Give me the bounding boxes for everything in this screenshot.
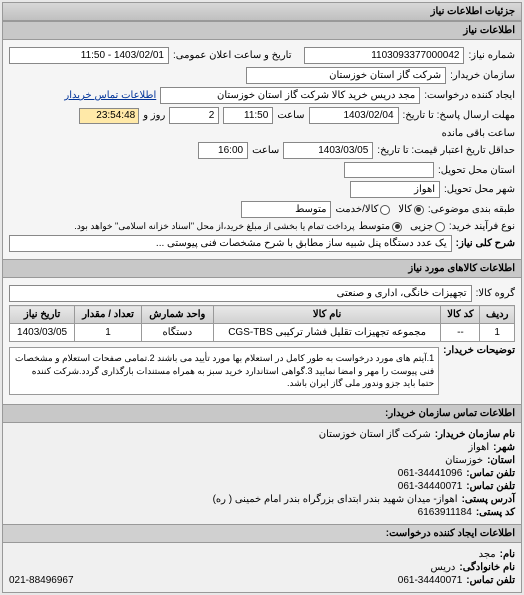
remain-days-label: روز و xyxy=(143,110,165,121)
fax-label: تلفن تماس: xyxy=(466,481,515,492)
subject-label: شرح کلی نیاز: xyxy=(456,238,515,249)
table-row[interactable]: 1 -- مجموعه تجهیزات تقلیل فشار ترکیبی CG… xyxy=(10,324,515,342)
prov-value: خوزستان xyxy=(445,455,483,466)
notes-label: توضیحات خریدار: xyxy=(443,345,515,356)
info-body: شماره نیاز: 1103093377000042 تاریخ و ساع… xyxy=(3,40,521,259)
col-date: تاریخ نیاز xyxy=(10,306,75,324)
org-value: شرکت گاز استان خوزستان xyxy=(319,429,431,440)
delivery-city-label: شهر محل تحویل: xyxy=(444,184,515,195)
cell-code: -- xyxy=(441,324,480,342)
buyer-input[interactable]: شرکت گاز استان خوزستان xyxy=(246,67,446,84)
col-row: ردیف xyxy=(480,306,515,324)
city-value: اهواز xyxy=(468,442,489,453)
lname-label: نام خانوادگی: xyxy=(459,562,515,573)
name-label: نام: xyxy=(500,549,515,560)
pack-label: طبقه بندی موضوعی: xyxy=(428,204,515,215)
col-code: کد کالا xyxy=(441,306,480,324)
deadline-label: مهلت ارسال پاسخ: تا تاریخ: xyxy=(403,110,515,121)
col-name: نام کالا xyxy=(213,306,441,324)
cell-unit: دستگاه xyxy=(141,324,213,342)
radio-mid[interactable]: متوسط xyxy=(359,221,402,232)
radio-dot-icon xyxy=(392,222,402,232)
process-label: نوع فرآیند خرید: xyxy=(449,221,515,232)
valid-time-input[interactable]: 16:00 xyxy=(198,142,248,159)
deadline-date-input[interactable]: 1403/02/04 xyxy=(309,107,399,124)
creator-contact-header: اطلاعات ایجاد کننده درخواست: xyxy=(3,524,521,543)
pack-radio-group: کالا کالا/خدمت xyxy=(335,204,423,215)
col-qty: تعداد / مقدار xyxy=(75,306,142,324)
delivery-city-input[interactable]: اهواز xyxy=(350,181,440,198)
group-input[interactable]: تجهیزات خانگی، اداری و صنعتی xyxy=(9,285,472,302)
tel-label: تلفن تماس: xyxy=(466,468,515,479)
info-header: اطلاعات نیاز xyxy=(3,21,521,40)
delivery-prov-input[interactable] xyxy=(344,162,434,178)
ext-value: 021-88496967 xyxy=(9,575,74,586)
contact-link[interactable]: اطلاعات تماس خریدار xyxy=(64,90,156,101)
radio-part[interactable]: جزیی xyxy=(410,221,445,232)
creator-contact-body: نام: مجد نام خانوادگی:دریس تلفن تماس: 061… xyxy=(3,543,521,592)
main-panel: جزئیات اطلاعات نیاز اطلاعات نیاز شماره ن… xyxy=(2,2,522,593)
remain-suffix: ساعت باقی مانده xyxy=(442,128,515,139)
post-value: 6163911184 xyxy=(418,507,472,518)
addr-value: اهواز- میدان شهید بندر ابتدای بزرگراه بن… xyxy=(213,494,458,505)
valid-time-label: ساعت xyxy=(252,145,279,156)
cell-date: 1403/03/05 xyxy=(10,324,75,342)
ctel-value: 061-34440071 xyxy=(398,575,463,586)
org-label: نام سازمان خریدار: xyxy=(435,429,515,440)
cell-row: 1 xyxy=(480,324,515,342)
post-label: کد پستی: xyxy=(476,507,515,518)
announce-label: تاریخ و ساعت اعلان عمومی: xyxy=(173,50,292,61)
process-note: پرداخت تمام یا بخشی از مبلغ خرید،از محل … xyxy=(74,221,354,232)
delivery-prov-label: استان محل تحویل: xyxy=(438,165,515,176)
buyer-label: سازمان خریدار: xyxy=(450,70,515,81)
request-no-input[interactable]: 1103093377000042 xyxy=(304,47,464,64)
pack-input[interactable]: متوسط xyxy=(241,201,331,218)
cell-qty: 1 xyxy=(75,324,142,342)
radio-dot-icon xyxy=(435,222,445,232)
creator-label: ایجاد کننده درخواست: xyxy=(424,90,515,101)
name-value: مجد xyxy=(479,549,496,560)
announce-input[interactable]: 1403/02/01 - 11:50 xyxy=(9,47,169,64)
city-label: شهر: xyxy=(493,442,515,453)
addr-label: آدرس پستی: xyxy=(462,494,515,505)
prov-label: استان: xyxy=(487,455,515,466)
notes-box: 1.آیتم های مورد درخواست به طور کامل در ا… xyxy=(9,347,439,395)
group-label: گروه کالا: xyxy=(476,288,515,299)
col-unit: واحد شمارش xyxy=(141,306,213,324)
goods-table: ردیف کد کالا نام کالا واحد شمارش تعداد /… xyxy=(9,305,515,342)
table-header-row: ردیف کد کالا نام کالا واحد شمارش تعداد /… xyxy=(10,306,515,324)
request-no-label: شماره نیاز: xyxy=(468,50,515,61)
radio-dot-icon xyxy=(380,205,390,215)
goods-header: اطلاعات کالاهای مورد نیاز xyxy=(3,259,521,278)
panel-title: جزئیات اطلاعات نیاز xyxy=(3,3,521,21)
valid-label: حداقل تاریخ اعتبار قیمت: تا تاریخ: xyxy=(377,145,515,156)
contact-body: نام سازمان خریدار: شرکت گاز استان خوزستان… xyxy=(3,423,521,524)
lname-value: دریس xyxy=(431,562,456,573)
radio-dot-icon xyxy=(414,205,424,215)
tel-value: 061-34441096 xyxy=(398,468,463,479)
cell-name: مجموعه تجهیزات تقلیل فشار ترکیبی CGS-TBS xyxy=(213,324,441,342)
deadline-time-input[interactable]: 11:50 xyxy=(223,107,273,124)
process-radio-group: جزیی متوسط xyxy=(359,221,445,232)
valid-date-input[interactable]: 1403/03/05 xyxy=(283,142,373,159)
remain-days: 2 xyxy=(169,107,219,124)
deadline-time-label: ساعت xyxy=(277,110,304,121)
fax-value: 061-34440071 xyxy=(398,481,463,492)
subject-input[interactable]: یک عدد دستگاه پنل شبیه ساز مطابق با شرح … xyxy=(9,235,452,252)
contact-header: اطلاعات تماس سازمان خریدار: xyxy=(3,404,521,423)
radio-service[interactable]: کالا/خدمت xyxy=(335,204,390,215)
creator-input[interactable]: مجد دریس خرید کالا شرکت گاز استان خوزستا… xyxy=(160,87,420,104)
ctel-label: تلفن تماس: xyxy=(466,575,515,586)
goods-body: گروه کالا: تجهیزات خانگی، اداری و صنعتی … xyxy=(3,278,521,404)
remain-time: 23:54:48 xyxy=(79,108,139,124)
radio-goods[interactable]: کالا xyxy=(398,204,424,215)
